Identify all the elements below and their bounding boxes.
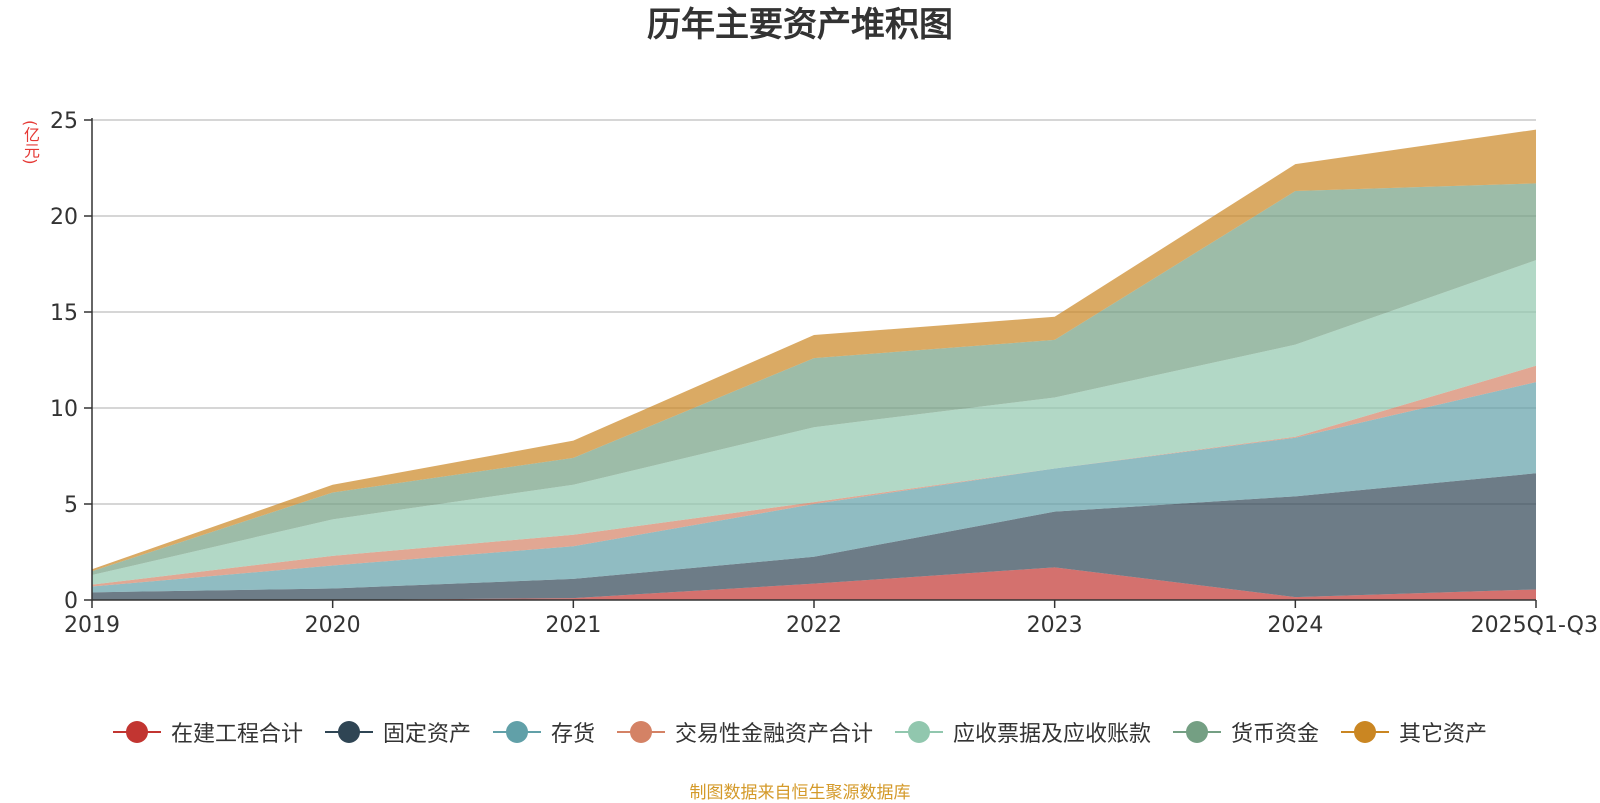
- area-series-1: [92, 473, 1536, 600]
- y-tick-label-3: 15: [50, 301, 78, 326]
- x-tick-label-0: 2019: [64, 613, 120, 638]
- area-series-2: [92, 382, 1536, 593]
- y-tick-label-1: 5: [64, 493, 78, 518]
- area-series-5: [92, 183, 1536, 576]
- x-tick-label-6: 2025Q1-Q3: [1471, 613, 1598, 638]
- x-tick-label-1: 2020: [305, 613, 361, 638]
- x-tick-label-5: 2024: [1267, 613, 1323, 638]
- legend-label-1: 固定资产: [382, 722, 471, 747]
- x-tick-label-2: 2021: [545, 613, 601, 638]
- area-series-4: [92, 260, 1536, 585]
- x-tick-label-3: 2022: [786, 613, 842, 638]
- y-axis-unit-label: (亿元): [21, 120, 40, 165]
- legend-label-6: 其它资产: [1399, 722, 1488, 747]
- legend-marker-1: [324, 721, 373, 743]
- legend-item-2[interactable]: 存货: [492, 716, 595, 748]
- source-note: 制图数据来自恒生聚源数据库: [689, 783, 911, 803]
- legend-label-5: 货币资金: [1231, 722, 1320, 747]
- y-tick-label-5: 25: [50, 109, 78, 134]
- legend-marker-0: [112, 721, 161, 743]
- y-tick-label-0: 0: [64, 589, 78, 614]
- legend-label-0: 在建工程合计: [170, 722, 303, 747]
- chart-legend: 在建工程合计 固定资产 存货 交易性金融资产合计 应收票据及应收账款 货币资金 其它资产: [0, 716, 1600, 748]
- legend-item-1[interactable]: 固定资产: [324, 716, 471, 748]
- legend-item-3[interactable]: 交易性金融资产合计: [616, 716, 873, 748]
- legend-item-5[interactable]: 货币资金: [1173, 716, 1319, 748]
- legend-label-4: 应收票据及应收账款: [953, 722, 1152, 747]
- legend-item-6[interactable]: 其它资产: [1341, 716, 1487, 748]
- area-series-6: [92, 129, 1536, 572]
- legend-item-0[interactable]: 在建工程合计: [112, 716, 303, 748]
- legend-marker-6: [1341, 721, 1390, 743]
- y-tick-label-4: 20: [50, 205, 78, 230]
- chart-title: 历年主要资产堆积图: [647, 5, 953, 45]
- legend-label-2: 存货: [550, 722, 595, 747]
- legend-marker-4: [895, 721, 943, 743]
- legend-marker-2: [492, 721, 541, 743]
- y-tick-label-2: 10: [50, 397, 78, 422]
- x-tick-label-4: 2023: [1027, 613, 1083, 638]
- legend-marker-3: [616, 721, 665, 743]
- legend-item-4[interactable]: 应收票据及应收账款: [895, 716, 1151, 748]
- legend-label-3: 交易性金融资产合计: [674, 722, 873, 747]
- legend-marker-5: [1173, 721, 1222, 743]
